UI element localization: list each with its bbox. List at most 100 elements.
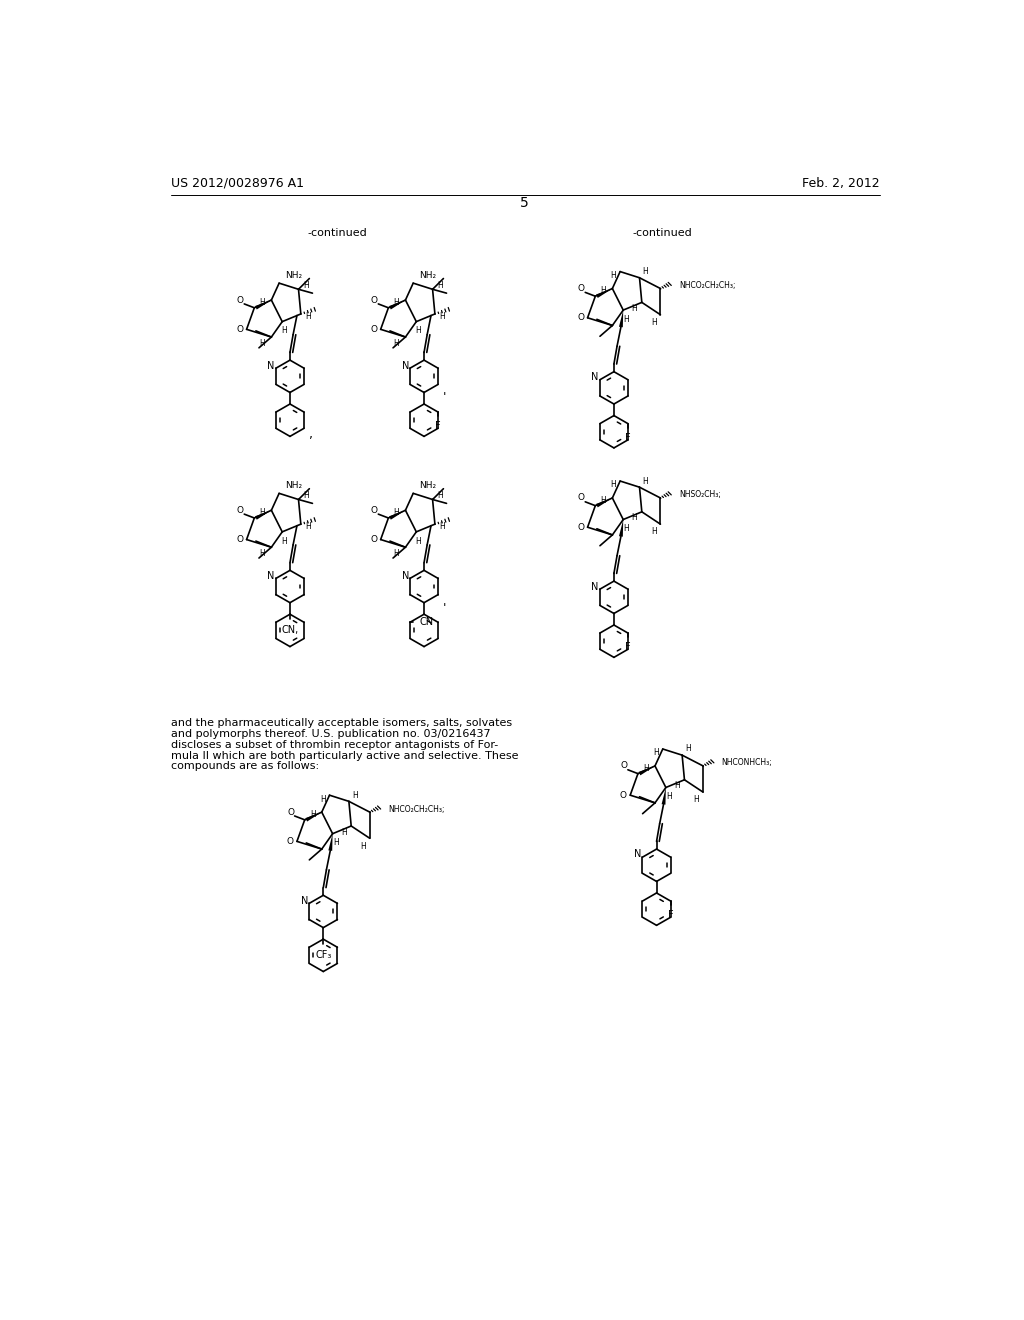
Text: H: H bbox=[416, 326, 422, 335]
Text: H: H bbox=[341, 828, 346, 837]
Text: CN: CN bbox=[419, 618, 433, 627]
Polygon shape bbox=[618, 520, 624, 537]
Text: H: H bbox=[643, 267, 648, 276]
Text: O: O bbox=[578, 313, 584, 322]
Text: -continued: -continued bbox=[307, 228, 368, 238]
Text: H: H bbox=[632, 513, 637, 523]
Text: H: H bbox=[653, 748, 658, 758]
Text: H: H bbox=[674, 781, 680, 791]
Text: H: H bbox=[643, 477, 648, 486]
Polygon shape bbox=[329, 834, 333, 851]
Text: H: H bbox=[600, 286, 606, 296]
Polygon shape bbox=[662, 788, 666, 805]
Text: O: O bbox=[371, 506, 378, 515]
Text: H: H bbox=[624, 524, 629, 533]
Polygon shape bbox=[639, 766, 655, 775]
Text: H: H bbox=[259, 298, 265, 306]
Text: H: H bbox=[352, 791, 357, 800]
Text: and the pharmaceutically acceptable isomers, salts, solvates: and the pharmaceutically acceptable isom… bbox=[171, 718, 512, 729]
Text: H: H bbox=[393, 508, 399, 517]
Text: H: H bbox=[282, 537, 288, 545]
Text: H: H bbox=[393, 549, 399, 558]
Text: H: H bbox=[305, 312, 311, 321]
Text: H: H bbox=[360, 842, 366, 850]
Text: H: H bbox=[310, 810, 315, 818]
Text: CF₃: CF₃ bbox=[315, 950, 332, 960]
Text: O: O bbox=[237, 296, 244, 305]
Text: H: H bbox=[651, 318, 656, 327]
Text: O: O bbox=[237, 325, 243, 334]
Text: O: O bbox=[370, 535, 377, 544]
Text: 5: 5 bbox=[520, 197, 529, 210]
Text: O: O bbox=[578, 494, 585, 503]
Text: H: H bbox=[632, 304, 637, 313]
Text: H: H bbox=[693, 796, 699, 804]
Text: H: H bbox=[305, 521, 311, 531]
Text: N: N bbox=[401, 570, 409, 581]
Text: N: N bbox=[267, 570, 274, 581]
Text: H: H bbox=[259, 549, 265, 558]
Text: H: H bbox=[303, 491, 309, 500]
Text: O: O bbox=[288, 808, 294, 817]
Text: discloses a subset of thrombin receptor antagonists of For-: discloses a subset of thrombin receptor … bbox=[171, 739, 498, 750]
Text: O: O bbox=[237, 506, 244, 515]
Polygon shape bbox=[596, 498, 612, 507]
Polygon shape bbox=[255, 300, 271, 309]
Text: H: H bbox=[666, 792, 672, 801]
Text: H: H bbox=[437, 281, 443, 290]
Text: H: H bbox=[685, 744, 691, 754]
Text: H: H bbox=[610, 271, 616, 280]
Text: NHCONHCH₃;: NHCONHCH₃; bbox=[722, 759, 772, 767]
Text: N: N bbox=[634, 850, 641, 859]
Text: H: H bbox=[416, 537, 422, 545]
Text: mula II which are both particularly active and selective. These: mula II which are both particularly acti… bbox=[171, 751, 518, 760]
Text: O: O bbox=[621, 762, 628, 771]
Text: NHSO₂CH₃;: NHSO₂CH₃; bbox=[679, 491, 721, 499]
Text: NHCO₂CH₂CH₃;: NHCO₂CH₂CH₃; bbox=[679, 281, 735, 290]
Text: O: O bbox=[578, 284, 585, 293]
Text: H: H bbox=[651, 528, 656, 536]
Text: H: H bbox=[259, 508, 265, 517]
Polygon shape bbox=[389, 511, 406, 520]
Text: compounds are as follows:: compounds are as follows: bbox=[171, 762, 318, 771]
Text: H: H bbox=[437, 491, 443, 500]
Text: H: H bbox=[600, 496, 606, 504]
Text: O: O bbox=[287, 837, 294, 846]
Text: H: H bbox=[282, 326, 288, 335]
Text: NH₂: NH₂ bbox=[420, 482, 436, 490]
Text: H: H bbox=[393, 298, 399, 306]
Text: US 2012/0028976 A1: US 2012/0028976 A1 bbox=[171, 177, 304, 190]
Text: H: H bbox=[439, 521, 445, 531]
Text: F: F bbox=[435, 421, 441, 432]
Text: O: O bbox=[371, 296, 378, 305]
Text: H: H bbox=[393, 339, 399, 347]
Text: and polymorphs thereof. U.S. publication no. 03/0216437: and polymorphs thereof. U.S. publication… bbox=[171, 729, 490, 739]
Text: ,: , bbox=[309, 428, 313, 441]
Text: -continued: -continued bbox=[633, 228, 692, 238]
Text: NH₂: NH₂ bbox=[420, 271, 436, 280]
Text: N: N bbox=[592, 372, 599, 381]
Text: N: N bbox=[401, 360, 409, 371]
Text: CN,: CN, bbox=[282, 626, 299, 635]
Text: ': ' bbox=[442, 602, 446, 615]
Text: N: N bbox=[592, 582, 599, 591]
Text: O: O bbox=[578, 523, 584, 532]
Text: NHCO₂CH₂CH₃;: NHCO₂CH₂CH₃; bbox=[388, 805, 444, 813]
Text: F: F bbox=[626, 643, 631, 652]
Text: F: F bbox=[626, 433, 631, 444]
Text: Feb. 2, 2012: Feb. 2, 2012 bbox=[802, 177, 880, 190]
Text: N: N bbox=[267, 360, 274, 371]
Text: H: H bbox=[333, 838, 339, 847]
Polygon shape bbox=[389, 300, 406, 309]
Text: H: H bbox=[643, 764, 649, 772]
Text: NH₂: NH₂ bbox=[286, 482, 302, 490]
Text: H: H bbox=[439, 312, 445, 321]
Text: O: O bbox=[370, 325, 377, 334]
Text: H: H bbox=[610, 480, 616, 490]
Polygon shape bbox=[305, 812, 322, 821]
Text: H: H bbox=[303, 281, 309, 290]
Text: NH₂: NH₂ bbox=[286, 271, 302, 280]
Text: O: O bbox=[237, 535, 243, 544]
Text: O: O bbox=[620, 791, 627, 800]
Text: F: F bbox=[668, 911, 674, 920]
